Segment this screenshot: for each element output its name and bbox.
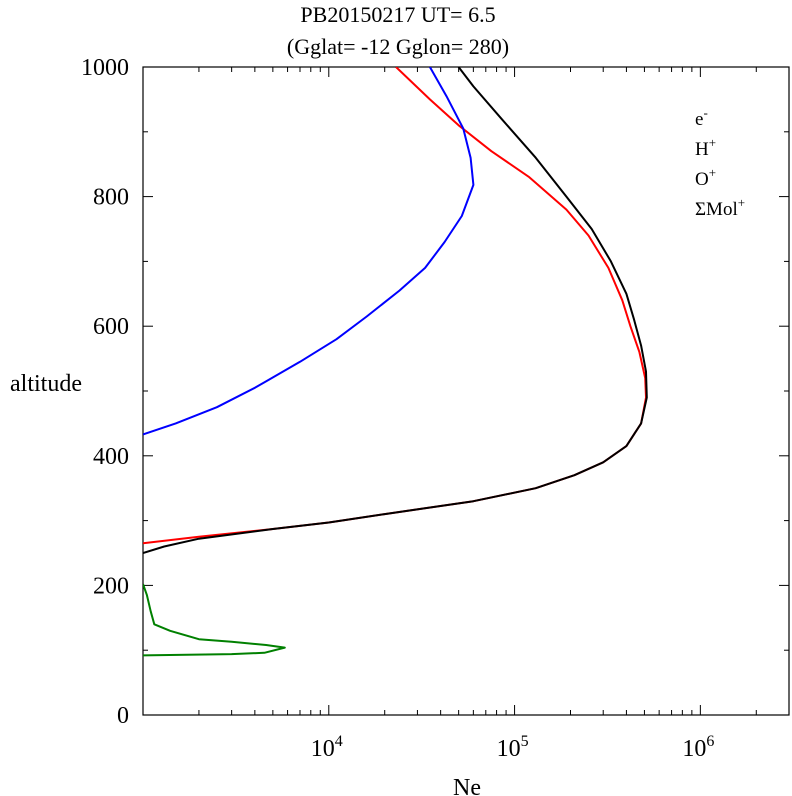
legend-entry: O+	[695, 165, 716, 190]
y-tick-label: 200	[93, 573, 129, 599]
x-tick-label: 105	[497, 733, 529, 762]
plot-frame	[142, 66, 790, 716]
series-line-2	[143, 67, 648, 554]
series-line-1	[143, 67, 475, 436]
y-tick-label: 400	[93, 444, 129, 470]
legend: e- H+ O+ ΣMol+	[695, 105, 745, 220]
y-tick-label: 800	[93, 185, 129, 211]
series-line-0	[143, 67, 647, 545]
series-layer	[143, 67, 648, 657]
y-tick-label: 0	[117, 703, 129, 729]
legend-entry: H+	[695, 135, 716, 160]
series-line-3	[143, 583, 286, 657]
y-tick-label: 600	[93, 314, 129, 340]
legend-entry: e-	[695, 105, 708, 130]
axis-ticks	[142, 66, 790, 716]
chart-title-line1: PB20150217 UT= 6.5	[300, 2, 495, 27]
legend-entry: ΣMol+	[695, 195, 745, 220]
x-tick-label: 106	[682, 733, 714, 762]
x-tick-label: 104	[311, 733, 343, 762]
y-tick-labels: 0 200 400 600 800 1000	[81, 55, 129, 729]
y-axis-label: altitude	[10, 371, 82, 397]
y-tick-label: 1000	[81, 55, 129, 81]
chart-title-line2: (Gglat= -12 Gglon= 280)	[287, 34, 509, 59]
x-axis-label: Ne	[453, 775, 481, 796]
x-tick-labels: 104 105 106	[311, 733, 715, 762]
